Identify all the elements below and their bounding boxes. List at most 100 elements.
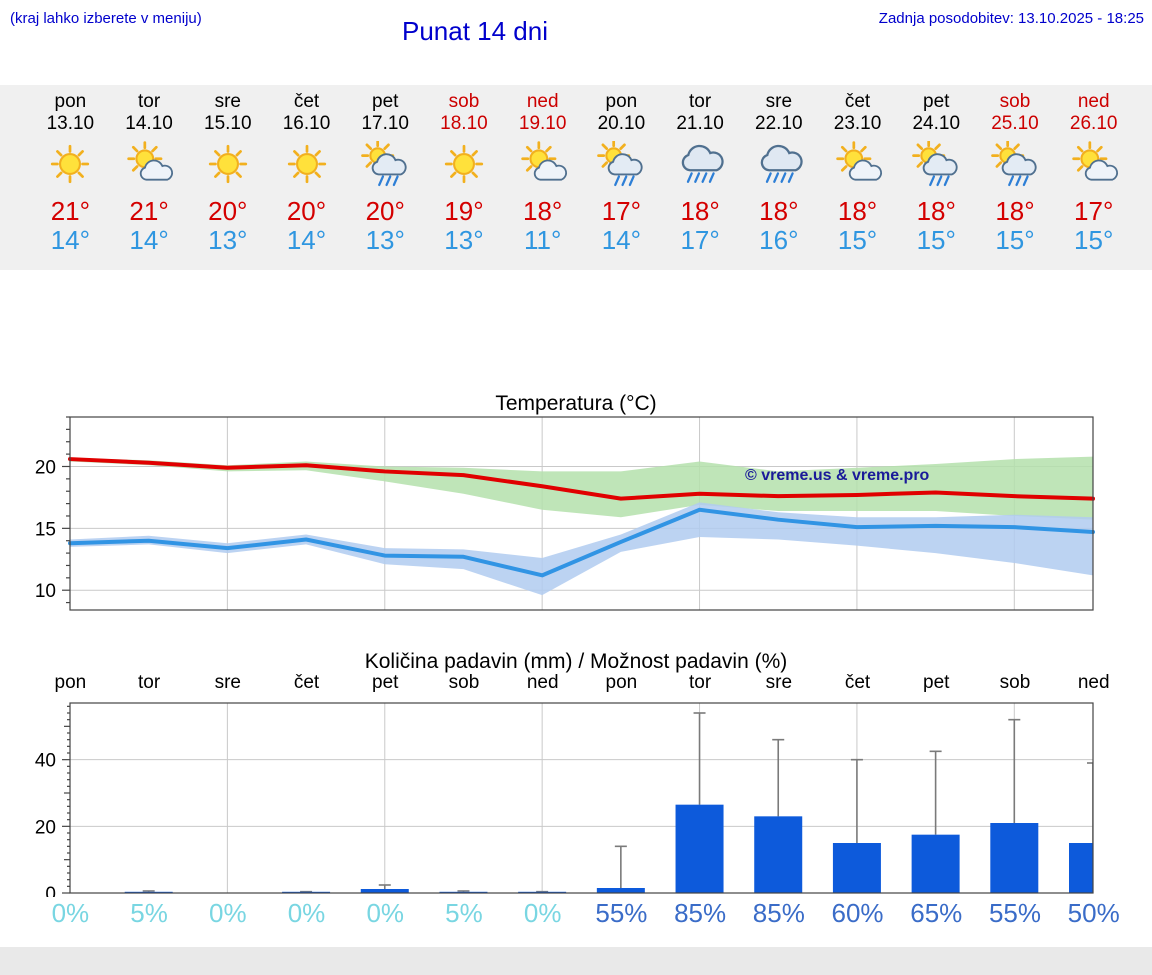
sun-icon	[208, 144, 247, 184]
precip-probability: 0%	[209, 898, 247, 928]
low-temp: 13°	[208, 225, 248, 255]
low-temp: 16°	[759, 225, 799, 255]
forecast-day-column: sre 15.10 20° 13°	[188, 91, 267, 266]
weather-icon-wrap	[110, 135, 189, 193]
forecast-day-column: pet 17.10 20° 13°	[346, 91, 425, 266]
low-temp: 15°	[916, 225, 956, 255]
sun-cloud-icon	[127, 141, 174, 181]
precip-bar	[360, 889, 409, 893]
temp-max-band	[70, 456, 1093, 520]
y-axis-label: 20	[35, 817, 56, 838]
precip-bar	[1069, 843, 1093, 893]
low-temp: 11°	[523, 225, 562, 255]
sun-cloud-icon	[835, 141, 882, 181]
precip-bar	[990, 823, 1039, 893]
precip-probability: 55%	[988, 898, 1041, 928]
precip-day-label: čet	[844, 672, 871, 693]
day-name: ned	[1077, 91, 1110, 112]
day-date: 15.10	[204, 113, 252, 134]
cloud-rain-icon	[760, 144, 803, 183]
day-name: čet	[844, 91, 871, 112]
precip-day-label: pon	[54, 672, 87, 693]
day-name: tor	[689, 91, 712, 112]
day-name: tor	[137, 91, 161, 112]
day-date: 19.10	[518, 113, 567, 134]
precip-probability: 50%	[1067, 898, 1120, 928]
y-axis-label: 20	[35, 457, 56, 478]
day-date: 13.10	[46, 113, 95, 134]
weather-icon-wrap	[346, 135, 425, 193]
high-temp: 18°	[837, 196, 878, 226]
precip-day-label: sob	[448, 672, 480, 693]
precip-chart-svg: 0 20 40	[35, 702, 1094, 897]
low-temp: 13°	[365, 225, 405, 255]
forecast-day-column: čet 16.10 20° 14°	[267, 91, 346, 266]
high-temp: 20°	[286, 196, 327, 226]
chart-border	[69, 702, 1094, 894]
high-temp: 20°	[365, 196, 405, 226]
precip-chart-title: Količina padavin (mm) / Možnost padavin …	[364, 650, 788, 673]
y-axis-label: 10	[35, 581, 56, 602]
precip-bar	[754, 816, 803, 893]
day-date: 24.10	[912, 113, 961, 134]
high-temp: 21°	[50, 196, 91, 226]
low-temp: 14°	[286, 225, 327, 255]
low-temp: 15°	[995, 225, 1035, 255]
precip-day-label: ned	[526, 672, 559, 693]
y-axis-label: 40	[35, 751, 56, 772]
forecast-day-column: sob 25.10 18° 15°	[976, 91, 1055, 266]
high-temp: 17°	[1074, 196, 1114, 226]
weather-icon-wrap	[425, 135, 504, 193]
day-name: sob	[448, 91, 480, 112]
precip-day-label: pon	[605, 672, 638, 693]
precip-day-label: sre	[214, 672, 241, 693]
sun-cloud-icon	[1071, 141, 1118, 181]
page-title: Punat 14 dni	[401, 16, 548, 46]
weather-icon-wrap	[31, 135, 110, 193]
forecast-day-column: ned 19.10 18° 11°	[503, 91, 582, 266]
precip-probability: 0%	[366, 898, 405, 928]
precip-probability: 85%	[674, 898, 727, 928]
y-axis-label: 15	[35, 519, 56, 540]
high-temp: 18°	[995, 196, 1035, 226]
temperature-chart-title: Temperatura (°C)	[495, 392, 657, 415]
day-name: ned	[526, 91, 559, 112]
day-date: 23.10	[833, 113, 882, 134]
day-date: 17.10	[361, 113, 409, 134]
precip-probability: 0%	[51, 898, 90, 928]
day-name: sob	[999, 91, 1031, 112]
weather-icon-wrap	[503, 135, 582, 193]
low-temp: 14°	[50, 225, 91, 255]
precip-probability: 0%	[523, 898, 562, 928]
forecast-day-column: sob 18.10 19° 13°	[425, 91, 504, 266]
forecast-columns: pon 13.10 21° 14° tor 14.10 21° 14° sre 15.10 20° 1…	[31, 91, 1133, 266]
day-name: pon	[605, 91, 638, 112]
weather-icon-wrap	[897, 135, 976, 193]
precip-probability: 0%	[287, 898, 326, 928]
sun-icon	[287, 144, 326, 184]
high-temp: 19°	[444, 196, 484, 226]
day-date: 26.10	[1069, 113, 1118, 134]
day-date: 21.10	[676, 113, 724, 134]
precip-day-row: pon tor sre čet pet sob ned pon tor sre čet pet sob n…	[31, 672, 1133, 694]
precip-bars-group	[124, 712, 1093, 893]
high-temp: 18°	[523, 196, 563, 226]
precip-day-label: tor	[137, 672, 161, 693]
day-name: čet	[293, 91, 320, 112]
weather-icon-wrap	[188, 135, 267, 193]
low-temp: 15°	[837, 225, 878, 255]
high-temp: 21°	[129, 196, 169, 226]
precip-probability: 5%	[130, 898, 168, 928]
day-date: 22.10	[755, 113, 803, 134]
day-date: 14.10	[125, 113, 173, 134]
weather-icon-wrap	[818, 135, 897, 193]
forecast-day-column: pon 13.10 21° 14°	[31, 91, 110, 266]
weather-icon-wrap	[267, 135, 346, 193]
high-temp: 18°	[680, 196, 720, 226]
precip-probability: 85%	[752, 898, 805, 928]
forecast-day-column: pon 20.10 17° 14°	[582, 91, 661, 266]
low-temp: 15°	[1074, 225, 1114, 255]
high-temp: 20°	[208, 196, 248, 226]
temperature-chart-svg: 10 15 20 © vreme.us & vreme.pro	[35, 416, 1095, 611]
